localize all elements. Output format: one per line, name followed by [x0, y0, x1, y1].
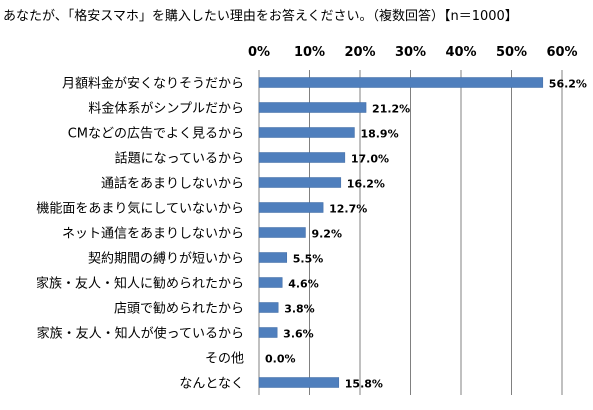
bar — [258, 152, 346, 163]
category-label: その他 — [205, 352, 244, 367]
x-tick-label: 60% — [546, 45, 577, 60]
value-label: 12.7% — [329, 203, 367, 216]
value-label: 3.6% — [283, 328, 314, 341]
bar — [258, 377, 340, 388]
category-label: CMなどの広告でよく見るから — [68, 127, 244, 142]
x-tick-label: 20% — [344, 45, 375, 60]
category-label: なんとなく — [179, 377, 244, 392]
category-label: ネット通信をあまりしないから — [62, 227, 244, 242]
bar — [258, 177, 342, 188]
value-label: 9.2% — [311, 228, 342, 241]
bar — [258, 127, 355, 138]
value-label: 5.5% — [293, 253, 324, 266]
bar — [258, 252, 288, 263]
category-label: 契約期間の縛りが短いから — [88, 251, 244, 267]
value-label: 56.2% — [549, 78, 587, 91]
bar — [258, 102, 367, 113]
x-tick-label: 0% — [248, 45, 270, 60]
category-label: 月額料金が安くなりそうだから — [62, 76, 244, 92]
category-label: 家族・友人・知人に勧められたから — [36, 276, 244, 292]
category-label: 家族・友人・知人が使っているから — [37, 326, 244, 342]
bar — [258, 202, 324, 213]
x-tick-label: 10% — [294, 45, 325, 60]
value-label: 4.6% — [288, 278, 319, 291]
bar — [258, 302, 279, 313]
category-label: 店頭で勧められたから — [114, 301, 244, 317]
value-label: 15.8% — [345, 378, 383, 391]
category-label: 話題になっているから — [115, 151, 244, 167]
value-label: 17.0% — [351, 153, 389, 166]
x-tick-label: 30% — [395, 45, 426, 60]
bar — [258, 77, 544, 88]
chart-title: あなたが、「格安スマホ」を購入したい理由をお答えください。（複数回答）【n＝10… — [3, 8, 518, 24]
category-label: 機能面をあまり気にしていないから — [36, 201, 244, 217]
x-tick-labels: 0% 10% 20% 30% 40% 50% 60% — [248, 45, 578, 60]
value-label: 16.2% — [347, 178, 385, 191]
category-label: 料金体系がシンプルだから — [88, 101, 244, 117]
x-tick-label: 50% — [496, 45, 527, 60]
value-label: 21.2% — [372, 103, 410, 116]
x-tick-label: 40% — [445, 45, 476, 60]
bar — [258, 277, 283, 288]
grid-layer — [258, 70, 563, 395]
value-label: 3.8% — [284, 303, 315, 316]
bar — [258, 227, 306, 238]
value-labels: 56.2% 21.2% 18.9% 17.0% 16.2% 12.7% 9.2% 5.5% 4.… — [265, 78, 587, 391]
bar — [258, 327, 278, 338]
bars — [258, 77, 544, 388]
value-label: 18.9% — [360, 128, 398, 141]
category-label: 通話をあまりしないから — [101, 176, 244, 192]
value-label: 0.0% — [265, 353, 296, 366]
